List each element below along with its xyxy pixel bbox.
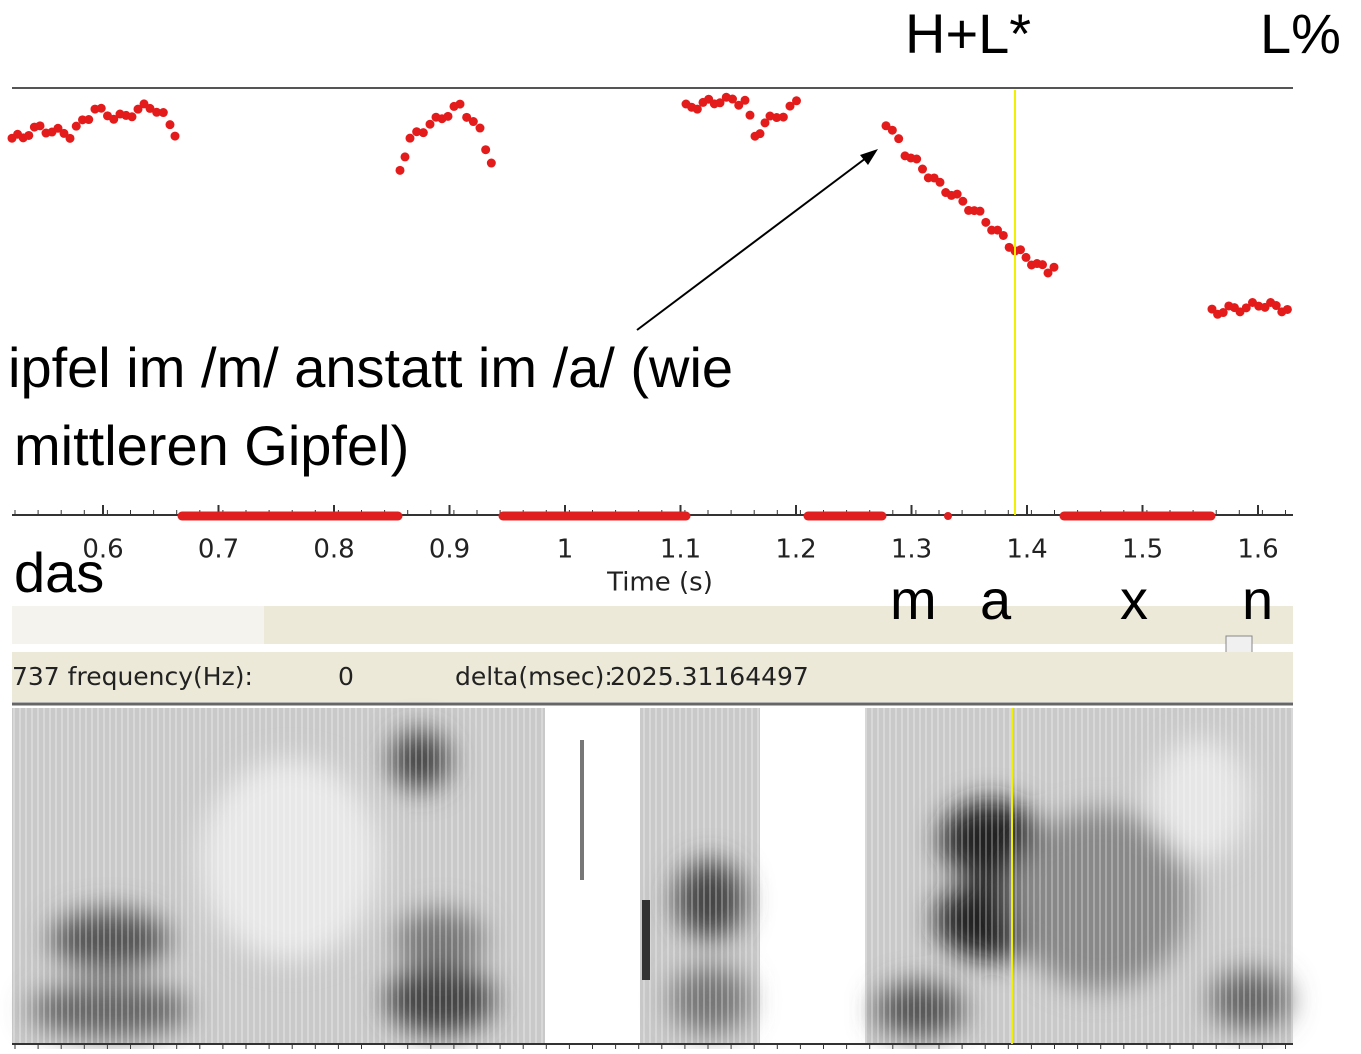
pitch-track	[7, 92, 1292, 319]
arrow-head	[860, 149, 878, 165]
pitch-point	[84, 115, 94, 125]
pitch-point	[462, 112, 472, 122]
pitch-point	[165, 120, 175, 130]
pitch-point	[785, 101, 795, 111]
tick-label: 1.4	[1006, 535, 1047, 565]
pitch-point	[24, 130, 34, 140]
segment-label: a	[980, 568, 1012, 631]
comment: ipfel im /m/ anstatt im /a/ (wie	[8, 336, 733, 399]
tick-label: 1.2	[775, 535, 816, 565]
pitch-panel	[12, 88, 1293, 515]
tone-label: L%	[1260, 2, 1341, 65]
pitch-point	[975, 206, 985, 216]
pitch-point	[145, 103, 155, 113]
pitch-point	[418, 128, 428, 138]
tick-label: 0.6	[82, 535, 123, 565]
pitch-point	[728, 94, 737, 104]
pitch-point	[993, 225, 1002, 235]
segment-label: x	[1120, 568, 1148, 631]
scroll-track	[12, 606, 264, 644]
pitch-point	[881, 121, 891, 131]
tick-label: 1.3	[891, 535, 932, 565]
pitch-point	[53, 123, 63, 133]
pitch-point	[481, 145, 491, 155]
pitch-point	[792, 96, 801, 106]
pitch-point	[96, 103, 106, 113]
pitch-point	[894, 134, 904, 144]
pitch-point	[734, 100, 744, 110]
pitch-point	[1021, 252, 1031, 262]
pitch-point	[455, 99, 465, 109]
pitch-point	[740, 95, 750, 105]
pitch-point	[59, 128, 69, 138]
tick-label: 1	[557, 535, 574, 565]
segment-label: das	[14, 541, 104, 604]
pitch-point	[692, 104, 702, 114]
pitch-point	[935, 177, 945, 187]
pitch-point	[109, 114, 119, 124]
pitch-point	[425, 119, 435, 129]
pitch-point	[1038, 260, 1047, 270]
tick-label: 0.7	[198, 535, 239, 565]
spectrogram	[12, 708, 1293, 1045]
pitch-point	[65, 133, 75, 143]
status-value: 0	[338, 662, 354, 691]
comment: mittleren Gipfel)	[14, 414, 409, 477]
pitch-point	[715, 98, 725, 108]
pitch-point	[71, 121, 81, 131]
pitch-point	[755, 129, 765, 139]
status-label: 737 frequency(Hz):	[12, 662, 253, 691]
pitch-point	[1049, 262, 1059, 272]
pitch-point	[127, 112, 137, 122]
pitch-point	[1043, 268, 1053, 278]
pitch-point	[158, 108, 168, 118]
pitch-point	[405, 133, 415, 143]
pitch-point	[170, 131, 180, 141]
tick-label: 1.1	[660, 535, 701, 565]
tick-label: 1.6	[1237, 535, 1278, 565]
pitch-point	[395, 165, 405, 175]
pitch-point	[486, 158, 496, 168]
axis-label: Time (s)	[606, 568, 713, 598]
pitch-point	[152, 107, 162, 117]
pitch-point	[760, 118, 770, 128]
pitch-point	[35, 121, 45, 131]
tick-label: 0.8	[313, 535, 354, 565]
pitch-point	[475, 123, 485, 133]
pitch-point	[1241, 303, 1251, 313]
pitch-point	[412, 127, 422, 137]
pitch-point	[443, 111, 453, 121]
pitch-point	[887, 125, 897, 135]
pitch-point	[952, 189, 962, 199]
status-value: 2025.31164497	[610, 662, 809, 691]
segment-label: m	[890, 568, 937, 631]
tick-label: 0.9	[429, 535, 470, 565]
pitch-point	[400, 152, 410, 162]
pitch-point	[1282, 304, 1292, 314]
pitch-point	[1218, 308, 1228, 318]
arrow	[636, 154, 871, 331]
voicing-bars	[177, 511, 1216, 521]
tick-label: 1.5	[1122, 535, 1163, 565]
tone-label: H+L*	[905, 2, 1031, 65]
pitch-point	[778, 112, 788, 122]
pitch-point	[468, 117, 478, 127]
status-label: delta(msec):	[455, 662, 613, 691]
pitch-point	[772, 113, 782, 123]
segment-label: n	[1242, 568, 1273, 631]
pitch-point	[133, 104, 143, 114]
pitch-point	[998, 230, 1008, 240]
pitch-point	[981, 217, 991, 227]
pitch-point	[1016, 245, 1025, 255]
pitch-point	[912, 154, 922, 164]
pitch-point	[745, 110, 755, 120]
pitch-point	[1271, 301, 1281, 311]
pitch-point	[958, 196, 968, 206]
pitch-point	[918, 164, 927, 174]
status-bar	[12, 652, 1293, 702]
